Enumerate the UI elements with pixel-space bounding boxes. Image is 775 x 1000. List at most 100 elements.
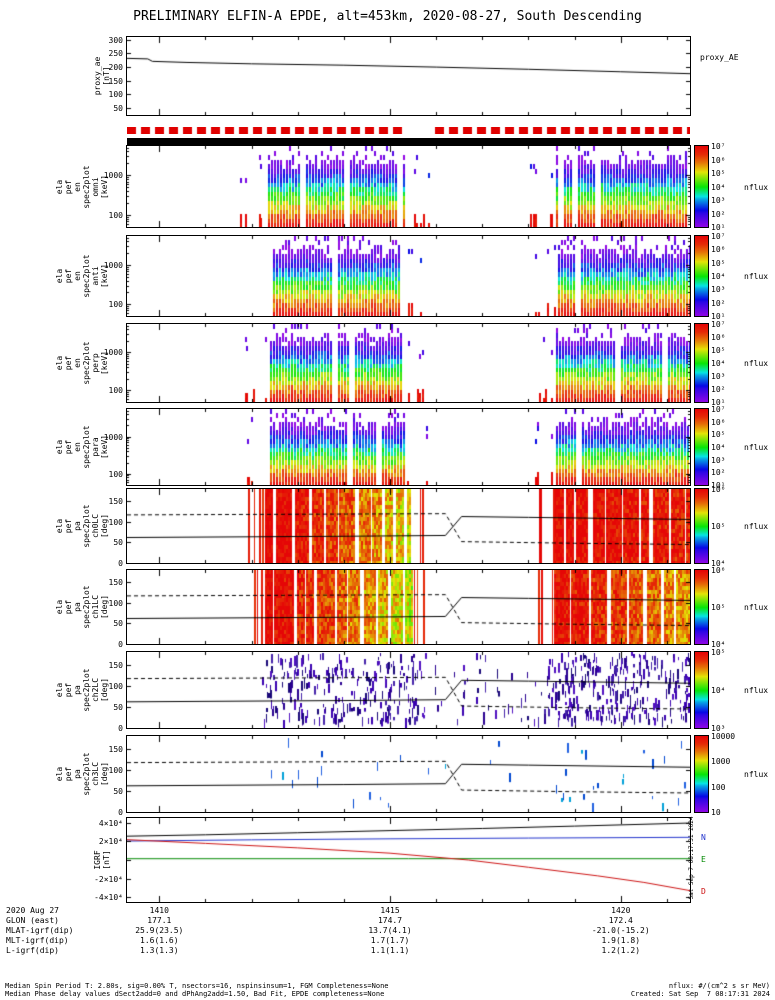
footer-line-2: Median Phase delay values dSect2add=0 an…	[5, 990, 385, 998]
ytick-label: 50	[113, 538, 123, 548]
colorbar-tick: 1000	[711, 757, 731, 767]
xtick-label: 1415	[380, 906, 400, 915]
colorbar-label-ch3: nflux	[744, 770, 769, 779]
colorbar-ch0-frame	[694, 488, 709, 564]
colorbar-perp	[695, 324, 708, 402]
ytick-label: 0	[118, 808, 123, 817]
colorbar-tick: 10⁶	[711, 485, 726, 494]
colorbar-tick: 10³	[711, 724, 726, 733]
colorbar-tick: 10⁵	[711, 169, 726, 178]
panel-igrf	[127, 818, 690, 902]
colorbar-ch2-frame	[694, 651, 709, 729]
colorbar-tick: 10³	[711, 455, 726, 465]
ytick-label: 100	[108, 211, 123, 221]
colorbar-tick: 10⁶	[711, 333, 726, 342]
ytick-label: 150	[108, 744, 123, 754]
colorbar-tick: 10⁴	[711, 559, 726, 568]
ytick-label: 100	[108, 681, 123, 691]
ytick-label: 100	[108, 598, 123, 608]
ytick-label: 50	[113, 619, 123, 629]
ephemeris-value: 1.3(1.3)	[140, 946, 179, 955]
colorbar-tick: 10¹	[711, 312, 726, 321]
colorbar-ch1-frame	[694, 569, 709, 645]
panel-proxy	[127, 37, 690, 115]
ytick-label: 100	[108, 469, 123, 479]
colorbar-tick: 10²	[711, 298, 726, 308]
colorbar-tick: 10⁵	[711, 648, 726, 657]
ephemeris-value: 1.7(1.7)	[370, 936, 410, 945]
ytick-label: 0	[118, 724, 123, 733]
quality-bar	[127, 127, 690, 134]
ytick-label: 50	[113, 702, 123, 712]
colorbar-tick: 10¹	[711, 398, 726, 407]
ephemeris-value: 174.7	[377, 916, 403, 925]
colorbar-label-ch2: nflux	[744, 686, 769, 695]
panel-anti-frame	[126, 235, 691, 317]
colorbar-tick: 10⁴	[711, 640, 726, 649]
ytick-label: 150	[108, 578, 123, 588]
panel-ch0-frame	[126, 488, 691, 564]
colorbar-label-para: nflux	[744, 443, 769, 452]
ytick-label: 100	[108, 386, 123, 396]
proxy-right-label: proxy_AE	[700, 53, 739, 62]
ephemeris-value: 1.1(1.1)	[370, 946, 410, 955]
colorbar-label-omni: nflux	[744, 182, 769, 192]
xtick-label: 1410	[149, 906, 169, 915]
ytick-label: 50	[113, 786, 123, 796]
ytick-label: 1000	[103, 261, 123, 270]
colorbar-tick: 10⁵	[711, 258, 726, 268]
colorbar-tick: 10²	[711, 468, 726, 478]
igrf-n-label: N	[701, 833, 706, 843]
colorbar-ch3	[695, 736, 708, 812]
panel-anti	[127, 236, 690, 316]
colorbar-para	[695, 409, 708, 485]
colorbar-perp-frame	[694, 323, 709, 403]
ytick-label: -2×10⁴	[94, 874, 123, 884]
xtick-label: 1420	[611, 906, 631, 915]
colorbar-tick: 10¹	[711, 481, 726, 490]
ytick-label: 1000	[103, 348, 123, 358]
colorbar-tick: 10²	[711, 385, 726, 394]
colorbar-tick: 10⁵	[711, 430, 726, 440]
colorbar-anti	[695, 236, 708, 316]
colorbar-tick: 10⁷	[711, 142, 726, 151]
colorbar-tick: 100	[711, 782, 726, 792]
colorbar-tick: 10	[711, 808, 721, 817]
ytick-label: 100	[108, 517, 123, 527]
panel-ch2	[127, 652, 690, 728]
panel-ch3-frame	[126, 735, 691, 813]
colorbar-tick: 10⁷	[711, 232, 726, 241]
colorbar-tick: 10⁷	[711, 320, 726, 329]
panel-ch1	[127, 570, 690, 644]
ephemeris-row-label: MLT-igrf(dip)	[6, 936, 69, 945]
colorbar-ch2	[695, 652, 708, 728]
colorbar-tick: 10⁶	[711, 155, 726, 165]
colorbar-tick: 10²	[711, 209, 726, 219]
ytick-label: 0	[118, 559, 123, 568]
ytick-label: 100	[108, 765, 123, 775]
colorbar-tick: 10⁵	[711, 346, 726, 355]
panel-perp-frame	[126, 323, 691, 403]
ytick-label: 1000	[103, 171, 123, 181]
colorbar-tick: 10⁶	[711, 566, 726, 575]
colorbar-tick: 10⁴	[711, 443, 726, 452]
ylabel-igrf: IGRF [nT]	[93, 850, 111, 870]
colorbar-label-anti: nflux	[744, 272, 769, 281]
colorbar-tick: 10³	[711, 285, 726, 295]
colorbar-anti-frame	[694, 235, 709, 317]
panel-igrf-frame	[126, 817, 691, 903]
ephemeris-row-label: GLON (east)	[6, 916, 59, 925]
ephemeris-value: -21.0(-15.2)	[591, 926, 650, 935]
footer-line-1: Median Spin Period T: 2.80s, sig=0.00% T…	[5, 982, 389, 990]
date-label: 2020 Aug 27	[6, 906, 59, 915]
ytick-label: 250	[108, 49, 123, 59]
colorbar-tick: 10³	[711, 372, 726, 381]
colorbar-tick: 10⁴	[711, 686, 726, 695]
panel-proxy-frame	[126, 36, 691, 116]
colorbar-label-perp: nflux	[744, 359, 769, 368]
colorbar-tick: 10⁵	[711, 522, 726, 531]
colorbar-omni	[695, 146, 708, 227]
colorbar-label-ch1: nflux	[744, 603, 769, 612]
ytick-label: 1000	[103, 432, 123, 442]
